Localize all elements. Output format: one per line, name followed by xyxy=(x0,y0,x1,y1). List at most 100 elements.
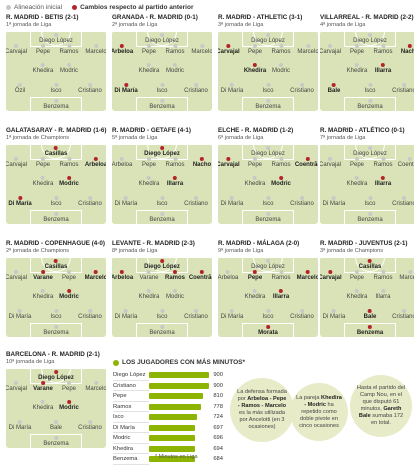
player-name: Carvajal xyxy=(320,162,342,168)
player: Carvajal xyxy=(320,44,341,56)
player-name: Benzema xyxy=(149,217,175,223)
player-name: Isco xyxy=(262,201,274,207)
player-name: Khedira xyxy=(32,294,54,300)
player: Diego López xyxy=(353,33,387,45)
player: Marcelo xyxy=(399,270,414,282)
player-dot-icon xyxy=(367,196,372,200)
changed-player-dot-icon xyxy=(172,176,177,180)
player-name: Marcelo xyxy=(399,275,414,281)
player-name: Pepe xyxy=(247,275,263,281)
player-name: Khedira xyxy=(138,68,160,74)
player: Pepe xyxy=(248,44,262,56)
player: Di María xyxy=(115,309,137,321)
bubble-pivot-pre: La pareja xyxy=(296,394,322,401)
player-name: Illarra xyxy=(374,68,392,74)
player-name: Marcelo xyxy=(296,275,318,281)
player: Cristiano xyxy=(290,83,314,95)
player-name: Benzema xyxy=(43,217,69,223)
player-name: Di María xyxy=(220,201,244,207)
player: Carvajal xyxy=(218,157,240,169)
player-name: Marcelo xyxy=(84,275,106,281)
player-name: Benzema xyxy=(356,330,384,336)
player: Casillas xyxy=(359,259,381,271)
match-title: GRANADA - R. MADRID (0-1) xyxy=(112,14,198,21)
player-name: Khedira xyxy=(244,181,266,187)
minutes-bar xyxy=(149,456,195,463)
player: Arbeloa xyxy=(85,157,106,169)
player-name: Cristiano xyxy=(78,201,102,207)
player-name: Di María xyxy=(8,201,32,207)
match-round: 5ª jornada de Liga xyxy=(112,135,158,141)
player-name: Bale xyxy=(49,425,63,431)
player-dot-icon xyxy=(159,196,164,200)
player-name: Benzema xyxy=(43,104,69,110)
match-title: R. MADRID - ATHLETIC (3-1) xyxy=(218,14,303,21)
player-dot-icon xyxy=(354,44,359,48)
player-name: Khedira xyxy=(346,181,368,187)
match-card: R. MADRID - MÁLAGA (2-0) 9ª jornada de Li… xyxy=(218,240,318,337)
player: Cristiano xyxy=(392,309,414,321)
player: Benzema xyxy=(255,99,281,111)
player-name: Varane xyxy=(33,275,53,281)
player: Varane xyxy=(33,381,53,393)
pitch-line xyxy=(30,97,82,111)
player-name: Illarra xyxy=(166,181,184,187)
changed-player-dot-icon xyxy=(66,176,71,180)
minutes-player-name: Benzema xyxy=(113,454,149,465)
pitch: Casillas Carvajal Pepe Ramos Arbeloa Khedira M… xyxy=(6,144,106,224)
player-name: Di María xyxy=(8,314,32,320)
player: Isco xyxy=(156,83,168,95)
player-dot-icon xyxy=(265,196,270,200)
match-round: 9ª jornada de Liga xyxy=(218,248,264,254)
player-dot-icon xyxy=(278,157,283,161)
player-name: Diego López xyxy=(251,264,285,270)
player-name: Isco xyxy=(50,314,62,320)
player-dot-icon xyxy=(355,176,359,180)
minutes-bar xyxy=(149,424,196,431)
player: Khedira xyxy=(33,176,53,188)
player-name: Arbeloa xyxy=(112,162,133,168)
player: Ramos xyxy=(373,44,393,56)
player-name: Pepe xyxy=(247,49,263,55)
minutes-player-name: Isco xyxy=(113,412,149,423)
player-dot-icon xyxy=(53,436,58,440)
match-card: LEVANTE - R. MADRID (2-3) 8ª jornada de L… xyxy=(112,240,212,337)
player-name: Khedira xyxy=(244,294,266,300)
player: Illarra xyxy=(167,176,183,188)
player: Modric xyxy=(59,176,79,188)
pitch-line xyxy=(30,434,82,448)
minutes-title: LOS JUGADORES CON MÁS MINUTOS* xyxy=(113,359,245,366)
player: Khedira xyxy=(244,63,266,75)
match-round: 8ª jornada de Liga xyxy=(112,248,158,254)
match-round: 3ª jornada de Champions xyxy=(320,248,384,254)
player-name: Khedira xyxy=(138,181,160,187)
player-name: Cristiano xyxy=(184,88,208,94)
player: Isco xyxy=(262,309,274,321)
player: Di María xyxy=(8,309,32,321)
player-dot-icon xyxy=(13,157,18,161)
player-name: Modric xyxy=(165,294,185,300)
player-dot-icon xyxy=(408,270,412,274)
match-round: 1ª jornada de Liga xyxy=(6,22,52,28)
player-name: Isco xyxy=(262,314,274,320)
player-dot-icon xyxy=(327,157,332,161)
player-name: Morata xyxy=(258,330,278,336)
player-dot-icon xyxy=(194,196,198,200)
player-name: Cristiano xyxy=(78,314,102,320)
player: Coentrão xyxy=(189,270,212,282)
player-dot-icon xyxy=(94,381,98,385)
pitch: Diego López Arbeloa Pepe Ramos Marcelo Khedir… xyxy=(112,31,212,111)
pitch-line xyxy=(242,31,294,47)
player: Carvajal xyxy=(218,44,240,56)
player: Modric xyxy=(59,400,79,412)
bubble-pivot: La pareja Khedira - Modric ha repetido c… xyxy=(290,383,348,441)
changed-player-dot-icon xyxy=(124,83,128,87)
player-dot-icon xyxy=(265,83,270,87)
match-round: 10ª jornada de Liga xyxy=(6,359,55,365)
player: Di María xyxy=(221,83,243,95)
match-title: LEVANTE - R. MADRID (2-3) xyxy=(112,240,195,247)
player-name: Marcelo xyxy=(191,49,212,55)
player-name: Di María xyxy=(114,201,138,207)
player-dot-icon xyxy=(147,289,151,293)
pitch-line xyxy=(30,210,82,224)
